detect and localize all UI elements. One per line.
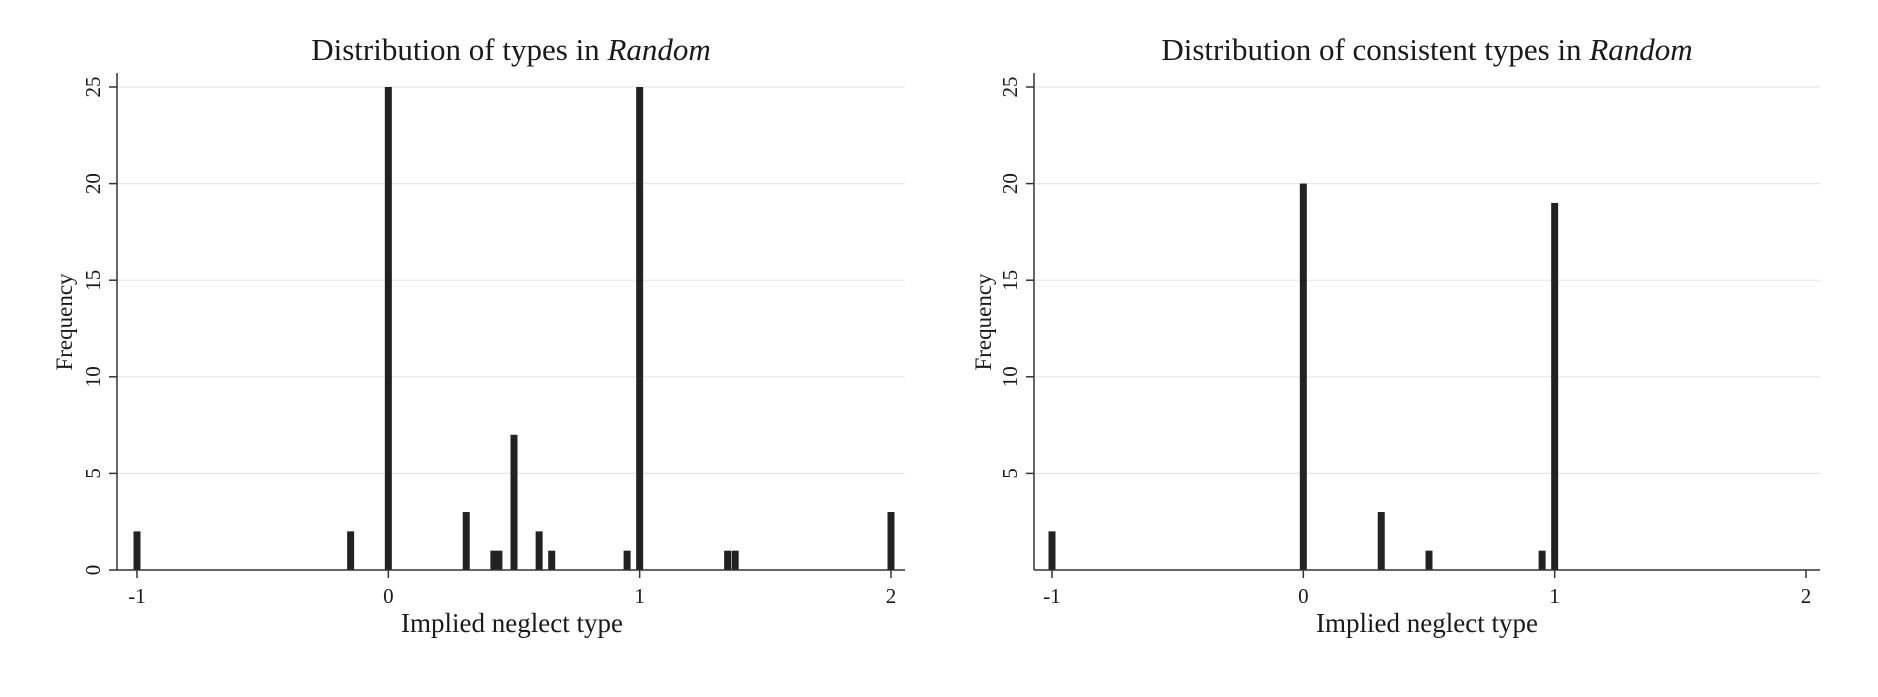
x-tick-label: -1: [1043, 584, 1061, 608]
y-tick-label: 15: [81, 270, 105, 291]
bar: [623, 550, 631, 570]
chart-panel-consistent-types: Distribution of consistent types in Rand…: [971, 32, 1820, 638]
x-tick-label: 2: [886, 584, 897, 608]
x-tick-label: 0: [1298, 584, 1309, 608]
y-tick-label: 10: [998, 366, 1022, 387]
grid-lines: [1034, 86, 1820, 474]
bar: [731, 550, 739, 570]
bar: [462, 512, 470, 570]
bar: [1048, 531, 1056, 570]
y-ticks: 5 10 15 20 25: [998, 77, 1034, 479]
x-ticks: -1 0 1 2: [1043, 570, 1811, 608]
y-axis-label: Frequency: [52, 273, 77, 371]
chart-title: Distribution of types in Random: [311, 32, 711, 67]
y-tick-label: 25: [81, 77, 105, 98]
bar: [724, 550, 732, 570]
bar: [384, 87, 392, 570]
y-tick-label: 5: [81, 468, 105, 479]
bar: [548, 550, 556, 570]
bar: [495, 550, 503, 570]
y-ticks: 0 5 10 15 20 25: [81, 77, 117, 576]
y-tick-label: 20: [81, 173, 105, 194]
bar: [1299, 183, 1307, 570]
bar: [490, 550, 498, 570]
y-axis-label: Frequency: [971, 273, 996, 371]
bar: [636, 87, 644, 570]
x-axis-label: Implied neglect type: [1316, 608, 1538, 638]
bar: [1538, 550, 1546, 570]
x-ticks: -1 0 1 2: [128, 570, 896, 608]
y-tick-label: 20: [998, 173, 1022, 194]
bar: [535, 531, 543, 570]
y-tick-label: 25: [998, 77, 1022, 98]
bar: [887, 512, 895, 570]
grid-lines: [117, 86, 905, 474]
y-tick-label: 0: [81, 565, 105, 576]
bar: [347, 531, 355, 570]
bar: [1425, 550, 1433, 570]
x-axis-label: Implied neglect type: [401, 608, 623, 638]
bar: [1551, 202, 1559, 571]
x-tick-label: -1: [128, 584, 146, 608]
bar: [133, 531, 141, 570]
x-tick-label: 0: [383, 584, 394, 608]
bar: [510, 434, 518, 570]
chart-title: Distribution of consistent types in Rand…: [1161, 32, 1692, 67]
y-tick-label: 5: [998, 468, 1022, 479]
chart-panel-types: Distribution of types in Random -1 0 1 2 0 5…: [52, 32, 905, 638]
x-tick-label: 1: [1549, 584, 1560, 608]
bars: [133, 87, 895, 570]
y-tick-label: 15: [998, 270, 1022, 291]
x-tick-label: 1: [634, 584, 645, 608]
y-tick-label: 10: [81, 366, 105, 387]
x-tick-label: 2: [1801, 584, 1812, 608]
bar: [1377, 512, 1385, 570]
bars: [1048, 183, 1559, 571]
